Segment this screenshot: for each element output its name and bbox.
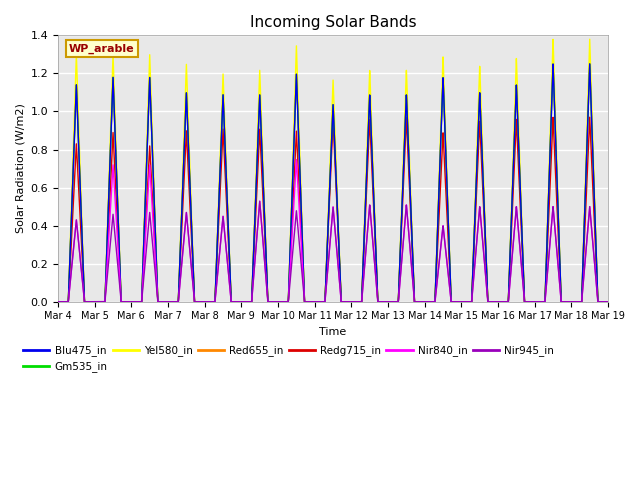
Gm535_in (172, 299, 179, 305)
Blu475_in (54, 299, 62, 305)
Redg715_in (604, 299, 612, 305)
Red655_in (602, 299, 610, 305)
Blu475_in (172, 299, 179, 305)
Title: Incoming Solar Bands: Incoming Solar Bands (250, 15, 417, 30)
Nir945_in (54, 299, 62, 305)
Text: WP_arable: WP_arable (69, 43, 134, 54)
Nir840_in (409, 281, 417, 287)
Blu475_in (487, 299, 495, 305)
Nir945_in (260, 252, 268, 257)
Blu475_in (409, 259, 417, 264)
Blu475_in (166, 299, 173, 305)
Red655_in (54, 299, 62, 305)
Red655_in (409, 259, 417, 264)
Nir840_in (292, 156, 300, 162)
Gm535_in (409, 259, 417, 264)
Nir945_in (166, 299, 173, 305)
Yel580_in (260, 188, 268, 193)
Yel580_in (586, 36, 593, 42)
Nir945_in (256, 198, 264, 204)
Legend: Blu475_in, Gm535_in, Yel580_in, Red655_in, Redg715_in, Nir840_in, Nir945_in: Blu475_in, Gm535_in, Yel580_in, Red655_i… (19, 341, 558, 376)
Gm535_in (487, 299, 495, 305)
Nir945_in (602, 299, 610, 305)
Redg715_in (166, 299, 173, 305)
Line: Redg715_in: Redg715_in (58, 117, 608, 302)
Redg715_in (602, 299, 610, 305)
Yel580_in (166, 299, 173, 305)
Blu475_in (260, 200, 268, 205)
Gm535_in (602, 299, 610, 305)
Line: Nir945_in: Nir945_in (58, 201, 608, 302)
Redg715_in (487, 299, 495, 305)
Gm535_in (604, 299, 612, 305)
Nir945_in (604, 299, 612, 305)
Redg715_in (409, 263, 417, 269)
Gm535_in (260, 200, 268, 205)
Gm535_in (166, 299, 173, 305)
Nir840_in (54, 299, 62, 305)
Nir945_in (172, 299, 179, 305)
Nir945_in (409, 281, 417, 287)
Line: Yel580_in: Yel580_in (58, 39, 608, 302)
Nir840_in (260, 251, 268, 256)
Gm535_in (54, 299, 62, 305)
Redg715_in (54, 299, 62, 305)
Red655_in (166, 299, 173, 305)
Blu475_in (586, 61, 593, 67)
Blu475_in (604, 299, 612, 305)
Nir840_in (487, 299, 495, 305)
Yel580_in (487, 299, 495, 305)
Line: Blu475_in: Blu475_in (58, 64, 608, 302)
Line: Nir840_in: Nir840_in (58, 159, 608, 302)
Nir840_in (604, 299, 612, 305)
Yel580_in (602, 299, 610, 305)
Yel580_in (54, 299, 62, 305)
Y-axis label: Solar Radiation (W/m2): Solar Radiation (W/m2) (15, 104, 25, 233)
Red655_in (260, 200, 268, 205)
Nir945_in (487, 299, 495, 305)
X-axis label: Time: Time (319, 327, 347, 337)
Red655_in (487, 299, 495, 305)
Red655_in (604, 299, 612, 305)
Blu475_in (602, 299, 610, 305)
Yel580_in (409, 254, 417, 260)
Yel580_in (604, 299, 612, 305)
Red655_in (172, 299, 179, 305)
Gm535_in (586, 61, 593, 67)
Line: Gm535_in: Gm535_in (58, 64, 608, 302)
Nir840_in (172, 299, 179, 305)
Yel580_in (172, 299, 179, 305)
Redg715_in (586, 114, 593, 120)
Nir840_in (602, 299, 610, 305)
Redg715_in (260, 216, 268, 222)
Line: Red655_in: Red655_in (58, 64, 608, 302)
Redg715_in (172, 299, 179, 305)
Nir840_in (166, 299, 173, 305)
Red655_in (586, 61, 593, 67)
